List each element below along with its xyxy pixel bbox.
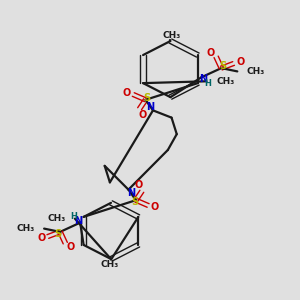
Text: S: S [220, 61, 227, 71]
Text: O: O [206, 48, 215, 58]
Text: N: N [146, 102, 154, 112]
Text: O: O [122, 88, 131, 98]
Text: O: O [37, 233, 45, 243]
Text: CH₃: CH₃ [216, 77, 234, 86]
Text: N: N [74, 216, 82, 226]
Text: S: S [55, 229, 62, 238]
Text: CH₃: CH₃ [247, 67, 265, 76]
Text: N: N [128, 188, 136, 198]
Text: O: O [135, 180, 143, 190]
Text: CH₃: CH₃ [163, 31, 181, 40]
Text: S: S [131, 196, 138, 206]
Text: N: N [199, 74, 207, 84]
Text: CH₃: CH₃ [100, 260, 118, 269]
Text: O: O [67, 242, 75, 252]
Text: H: H [70, 212, 77, 220]
Text: H: H [205, 80, 212, 88]
Text: S: S [143, 94, 151, 103]
Text: CH₃: CH₃ [16, 224, 34, 233]
Text: O: O [138, 110, 147, 120]
Text: O: O [236, 57, 244, 67]
Text: O: O [151, 202, 159, 212]
Text: CH₃: CH₃ [47, 214, 65, 223]
